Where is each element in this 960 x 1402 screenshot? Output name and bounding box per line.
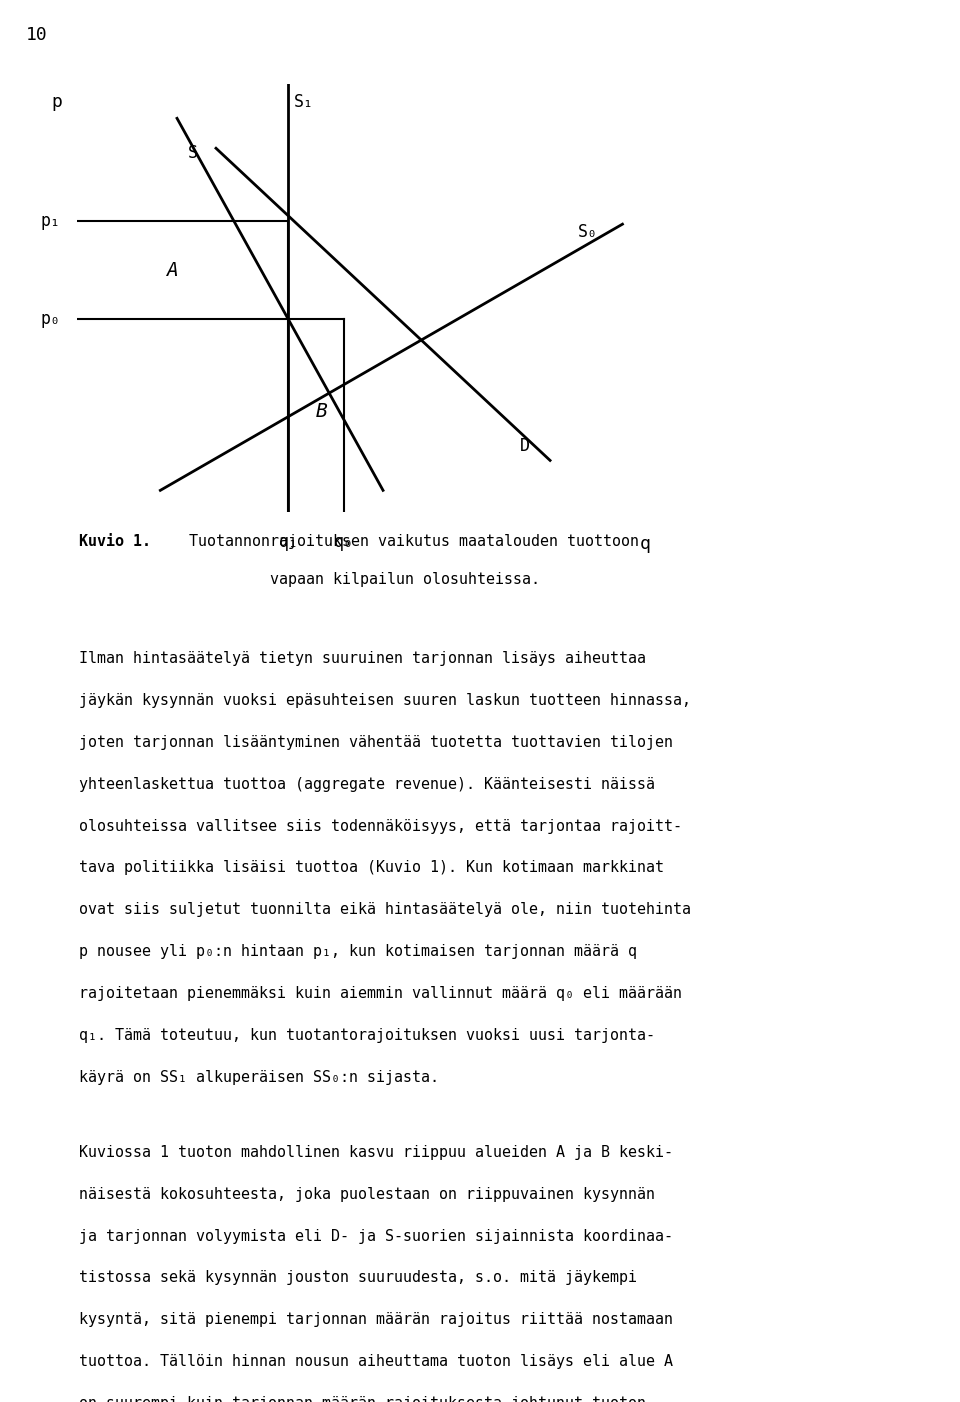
Text: Kuvio 1.: Kuvio 1. xyxy=(79,534,151,550)
Text: tuottoa. Tällöin hinnan nousun aiheuttama tuoton lisäys eli alue A: tuottoa. Tällöin hinnan nousun aiheuttam… xyxy=(79,1354,673,1370)
Text: jäykän kysynnän vuoksi epäsuhteisen suuren laskun tuotteen hinnassa,: jäykän kysynnän vuoksi epäsuhteisen suur… xyxy=(79,693,691,708)
Text: D: D xyxy=(519,437,530,454)
Text: q₁. Tämä toteutuu, kun tuotantorajoituksen vuoksi uusi tarjonta-: q₁. Tämä toteutuu, kun tuotantorajoituks… xyxy=(79,1028,655,1043)
Text: käyrä on SS₁ alkuperäisen SS₀:n sijasta.: käyrä on SS₁ alkuperäisen SS₀:n sijasta. xyxy=(79,1070,439,1085)
Text: on suurempi kuin tarjonnan määrän rajoituksesta johtunut tuoton: on suurempi kuin tarjonnan määrän rajoit… xyxy=(79,1396,646,1402)
Text: yhteenlaskettua tuottoa (aggregate revenue). Käänteisesti näissä: yhteenlaskettua tuottoa (aggregate reven… xyxy=(79,777,655,792)
Text: S₀: S₀ xyxy=(578,223,598,241)
Text: Kuviossa 1 tuoton mahdollinen kasvu riippuu alueiden A ja B keski-: Kuviossa 1 tuoton mahdollinen kasvu riip… xyxy=(79,1145,673,1159)
Text: S: S xyxy=(188,144,198,163)
Text: Tuotannonrajoituksen vaikutus maatalouden tuottoon: Tuotannonrajoituksen vaikutus maataloude… xyxy=(189,534,639,550)
Text: q: q xyxy=(639,536,650,554)
Text: p₁: p₁ xyxy=(40,212,60,230)
Text: p₀: p₀ xyxy=(40,310,60,328)
Text: ja tarjonnan volyymista eli D- ja S-suorien sijainnista koordinaa-: ja tarjonnan volyymista eli D- ja S-suor… xyxy=(79,1228,673,1244)
Text: ovat siis suljetut tuonnilta eikä hintasäätelyä ole, niin tuotehinta: ovat siis suljetut tuonnilta eikä hintas… xyxy=(79,903,691,917)
Text: q₀: q₀ xyxy=(334,533,354,551)
Text: joten tarjonnan lisääntyminen vähentää tuotetta tuottavien tilojen: joten tarjonnan lisääntyminen vähentää t… xyxy=(79,735,673,750)
Text: vapaan kilpailun olosuhteissa.: vapaan kilpailun olosuhteissa. xyxy=(189,572,540,587)
Text: S₁: S₁ xyxy=(294,93,314,111)
Text: A: A xyxy=(166,261,178,279)
Text: olosuhteissa vallitsee siis todennäköisyys, että tarjontaa rajoitt-: olosuhteissa vallitsee siis todennäköisy… xyxy=(79,819,682,834)
Text: tava politiikka lisäisi tuottoa (Kuvio 1). Kun kotimaan markkinat: tava politiikka lisäisi tuottoa (Kuvio 1… xyxy=(79,861,663,875)
Text: rajoitetaan pienemmäksi kuin aiemmin vallinnut määrä q₀ eli määrään: rajoitetaan pienemmäksi kuin aiemmin val… xyxy=(79,986,682,1001)
Text: kysyntä, sitä pienempi tarjonnan määrän rajoitus riittää nostamaan: kysyntä, sitä pienempi tarjonnan määrän … xyxy=(79,1312,673,1328)
Text: 10: 10 xyxy=(26,27,48,43)
Text: Ilman hintasäätelyä tietyn suuruinen tarjonnan lisäys aiheuttaa: Ilman hintasäätelyä tietyn suuruinen tar… xyxy=(79,651,646,666)
Text: B: B xyxy=(316,402,327,421)
Text: tistossa sekä kysynnän jouston suuruudesta, s.o. mitä jäykempi: tistossa sekä kysynnän jouston suuruudes… xyxy=(79,1270,636,1286)
Text: näisestä kokosuhteesta, joka puolestaan on riippuvainen kysynnän: näisestä kokosuhteesta, joka puolestaan … xyxy=(79,1186,655,1202)
Text: q₁: q₁ xyxy=(278,533,299,551)
Text: p nousee yli p₀:n hintaan p₁, kun kotimaisen tarjonnan määrä q: p nousee yli p₀:n hintaan p₁, kun kotima… xyxy=(79,944,636,959)
Text: p: p xyxy=(52,93,62,111)
